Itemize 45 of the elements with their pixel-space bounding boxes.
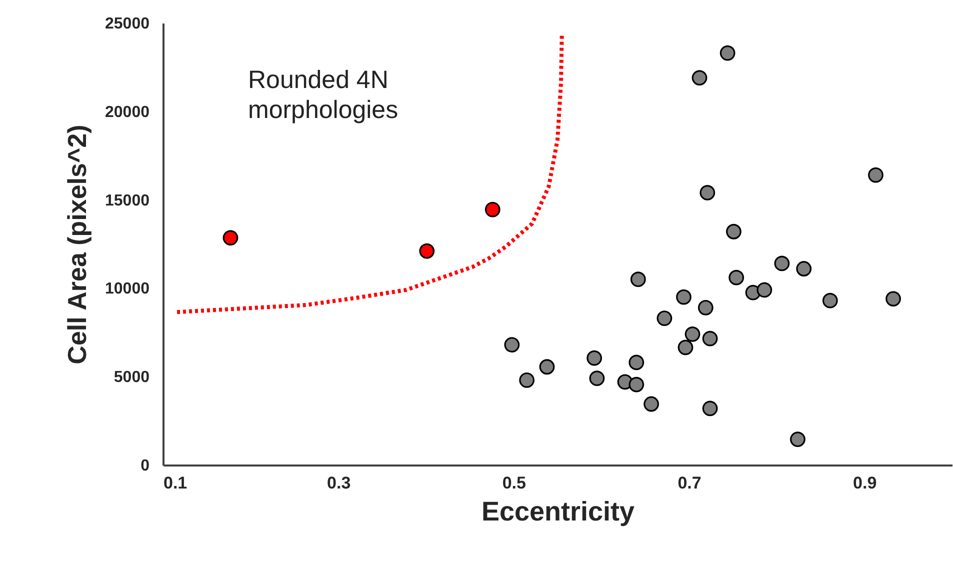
y-tick-label: 10000 bbox=[105, 280, 150, 298]
point bbox=[702, 330, 718, 346]
point bbox=[886, 291, 901, 306]
point bbox=[678, 340, 694, 356]
point bbox=[756, 282, 772, 298]
point bbox=[539, 359, 555, 375]
point bbox=[720, 45, 736, 61]
y-axis-title: Cell Area (pixels^2) bbox=[62, 124, 92, 364]
y-tick-label: 15000 bbox=[105, 192, 150, 210]
point bbox=[700, 185, 716, 200]
point bbox=[586, 350, 602, 366]
x-axis-title: Eccentricity bbox=[481, 496, 635, 526]
point bbox=[702, 400, 718, 416]
y-tick-label: 20000 bbox=[105, 104, 150, 121]
point bbox=[676, 289, 692, 305]
point bbox=[796, 261, 812, 276]
point bbox=[684, 326, 700, 342]
point bbox=[519, 372, 535, 388]
x-tick-label: 0.5 bbox=[502, 474, 526, 492]
x-tick-label: 0.1 bbox=[164, 474, 188, 492]
point bbox=[628, 376, 644, 392]
point bbox=[589, 370, 605, 386]
point bbox=[774, 256, 790, 272]
x-tick-label: 0.3 bbox=[327, 474, 351, 492]
y-tick-label: 25000 bbox=[105, 16, 150, 32]
x-tick-label: 0.9 bbox=[853, 474, 877, 492]
point bbox=[484, 202, 500, 218]
point bbox=[698, 300, 714, 316]
x-tick-label: 0.7 bbox=[678, 474, 702, 492]
point bbox=[822, 292, 838, 308]
point bbox=[728, 270, 744, 286]
annotation: Rounded 4N morphologies bbox=[248, 66, 398, 124]
point bbox=[222, 230, 238, 246]
point bbox=[419, 243, 435, 259]
y-tick-label: 5000 bbox=[114, 369, 150, 386]
point bbox=[656, 310, 672, 326]
point bbox=[726, 224, 742, 240]
point bbox=[790, 432, 806, 448]
point bbox=[868, 167, 884, 183]
point bbox=[628, 354, 644, 370]
point bbox=[644, 396, 659, 412]
point bbox=[692, 70, 708, 86]
point bbox=[630, 272, 646, 288]
point bbox=[504, 337, 520, 352]
y-tick-label: 0 bbox=[140, 458, 150, 474]
